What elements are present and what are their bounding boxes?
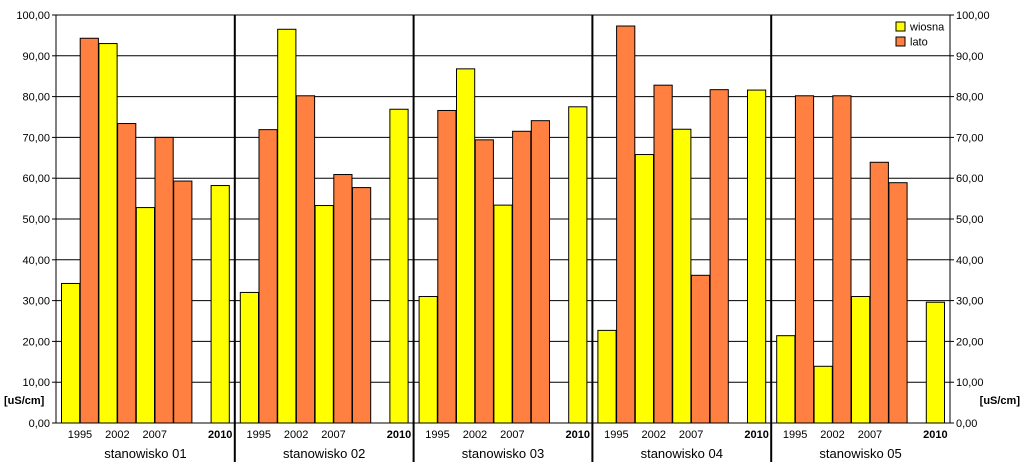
bar-lato	[653, 84, 673, 424]
x-tick-label: 1995	[247, 429, 271, 441]
y-tick-label-left: 50,00	[22, 214, 50, 226]
bar-lato	[333, 174, 353, 424]
bar-wiosna	[98, 43, 118, 424]
x-tick-label: 2010	[923, 429, 947, 441]
bar-wiosna	[813, 365, 833, 424]
bar-lato	[117, 123, 137, 424]
bar-wiosna	[851, 296, 871, 424]
legend-label-wiosna: wiosna	[909, 22, 945, 34]
x-tick-label: 2010	[387, 429, 411, 441]
bar-wiosna	[210, 185, 230, 424]
bar-lato	[352, 187, 372, 424]
bar-wiosna	[277, 28, 297, 424]
bar-wiosna	[672, 128, 692, 424]
y-tick-label-right: 50,00	[956, 214, 984, 226]
bar-wiosna	[456, 68, 476, 424]
bar-lato	[794, 95, 815, 424]
bar-wiosna	[314, 205, 334, 424]
y-tick-label-right: 60,00	[956, 173, 984, 185]
group-label: stanowisko 02	[283, 446, 365, 461]
y-tick-label-left: 40,00	[22, 255, 50, 267]
y-tick-label-left: 10,00	[22, 377, 50, 389]
bar-lato	[474, 139, 494, 424]
plot-border	[55, 14, 951, 424]
x-tick-label: 2002	[820, 429, 844, 441]
bar-lato	[512, 130, 532, 424]
legend-swatch-lato	[895, 36, 906, 47]
y-axis-label-right: [uS/cm]	[980, 395, 1021, 407]
y-tick-label-right: 40,00	[956, 255, 984, 267]
y-axis-label-left: [uS/cm]	[4, 395, 45, 407]
bar-wiosna	[389, 108, 409, 424]
x-tick-label: 1995	[783, 429, 807, 441]
x-tick-label: 2002	[642, 429, 666, 441]
group-label: stanowisko 05	[819, 446, 901, 461]
legend-swatch-wiosna	[895, 21, 906, 32]
x-tick-label: 2007	[858, 429, 882, 441]
bar-lato	[530, 120, 550, 424]
legend-label-lato: lato	[910, 37, 928, 49]
bar-lato	[869, 161, 889, 424]
y-tick-label-right: 10,00	[956, 377, 984, 389]
bar-lato	[616, 25, 636, 424]
y-tick-label-right: 70,00	[956, 132, 984, 144]
group-label: stanowisko 04	[641, 446, 723, 461]
y-tick-label-right: 20,00	[956, 336, 984, 348]
bar-lato	[709, 89, 729, 424]
y-tick-label-right: 30,00	[956, 296, 984, 308]
bar-wiosna	[747, 89, 767, 424]
x-tick-label: 2002	[463, 429, 487, 441]
x-tick-label: 2010	[566, 429, 590, 441]
y-tick-label-left: 30,00	[22, 296, 50, 308]
bar-lato	[295, 95, 316, 424]
bar-wiosna	[568, 106, 588, 424]
bar-wiosna	[418, 296, 438, 424]
y-tick-label-left: 0,00	[29, 418, 50, 430]
x-tick-label: 2007	[679, 429, 703, 441]
x-tick-label: 2007	[143, 429, 167, 441]
y-tick-label-right: 0,00	[956, 418, 977, 430]
x-tick-label: 2007	[321, 429, 345, 441]
bar-lato	[79, 37, 99, 424]
bar-lato	[154, 136, 174, 424]
bar-wiosna	[634, 154, 654, 424]
bar-wiosna	[493, 204, 513, 424]
group-label: stanowisko 03	[462, 446, 544, 461]
x-tick-label: 2010	[208, 429, 232, 441]
bar-lato	[690, 274, 711, 424]
y-tick-label-left: 80,00	[22, 92, 50, 104]
y-tick-label-left: 20,00	[22, 336, 50, 348]
x-tick-label: 1995	[425, 429, 449, 441]
y-tick-label-right: 80,00	[956, 92, 984, 104]
bar-lato	[888, 182, 908, 424]
bar-wiosna	[776, 335, 796, 424]
bar-wiosna	[239, 291, 260, 424]
bar-wiosna	[135, 207, 156, 424]
bar-lato	[258, 129, 278, 424]
bar-wiosna	[597, 329, 617, 424]
y-tick-label-right: 100,00	[956, 10, 990, 22]
x-tick-label: 2002	[284, 429, 308, 441]
bar-wiosna	[925, 301, 945, 424]
y-tick-label-left: 60,00	[22, 173, 50, 185]
y-tick-label-left: 100,00	[16, 10, 50, 22]
y-tick-label-left: 90,00	[22, 51, 50, 63]
bar-wiosna	[61, 282, 81, 424]
x-tick-label: 1995	[68, 429, 92, 441]
x-tick-label: 2010	[744, 429, 768, 441]
bar-lato	[437, 109, 457, 424]
y-tick-label-right: 90,00	[956, 51, 984, 63]
y-tick-label-left: 70,00	[22, 132, 50, 144]
x-tick-label: 2007	[500, 429, 524, 441]
bar-lato	[173, 180, 193, 424]
bar-lato	[832, 95, 852, 424]
x-tick-label: 2002	[105, 429, 129, 441]
group-label: stanowisko 01	[104, 446, 186, 461]
x-tick-label: 1995	[604, 429, 628, 441]
